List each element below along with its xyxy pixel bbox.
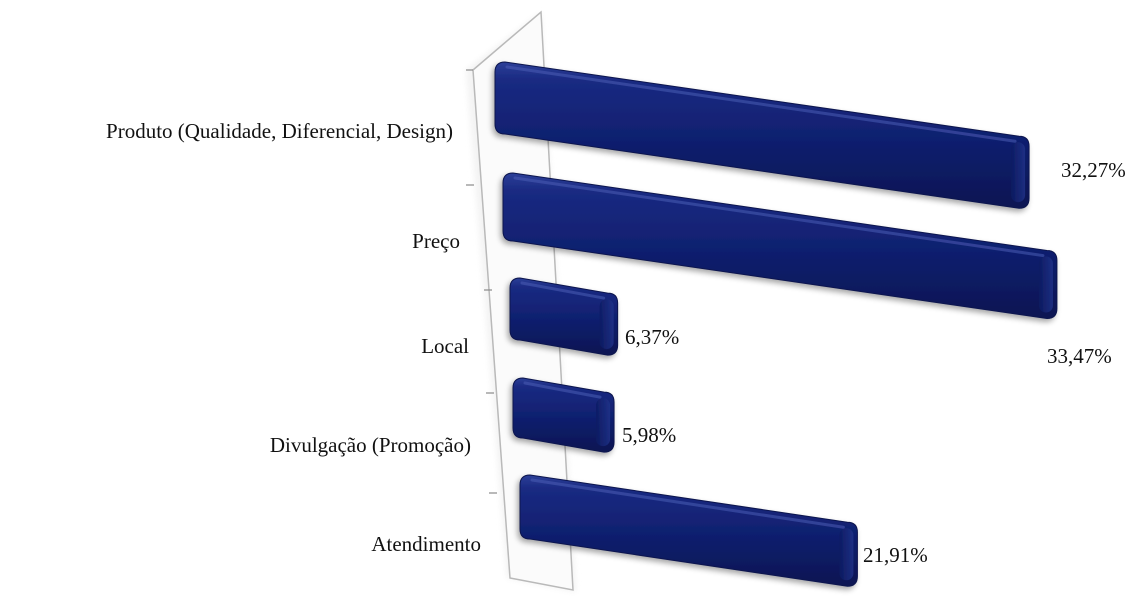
category-label: Preço <box>412 229 460 253</box>
bar-highlight <box>530 478 845 529</box>
category-label: Atendimento <box>371 532 481 556</box>
bar-end-cap <box>1038 256 1053 313</box>
value-labels: 32,27% 33,47% 6,37% 5,98% 21,91% <box>622 158 1126 567</box>
bar-body <box>494 61 1030 209</box>
bar-body <box>502 172 1058 320</box>
bar-series <box>494 61 1058 587</box>
category-label: Produto (Qualidade, Diferencial, Design) <box>106 119 453 143</box>
category-label: Local <box>421 334 469 358</box>
category-labels: Produto (Qualidade, Diferencial, Design)… <box>106 119 481 556</box>
bar-body <box>519 474 858 587</box>
bar <box>512 377 615 453</box>
bar-highlight <box>505 65 1017 143</box>
bar-end-cap <box>1011 142 1026 203</box>
value-label: 5,98% <box>622 423 676 447</box>
bar-end-cap <box>839 528 854 581</box>
bar <box>509 277 619 356</box>
bar <box>502 172 1058 320</box>
axis-ticks <box>466 69 497 494</box>
value-label: 21,91% <box>863 543 928 567</box>
bar-highlight <box>523 381 602 399</box>
bar <box>519 474 858 587</box>
bar-body <box>509 277 619 356</box>
value-label: 6,37% <box>625 325 679 349</box>
bar-end-cap <box>599 299 614 350</box>
bar-highlight <box>513 176 1045 258</box>
value-label: 32,27% <box>1061 158 1126 182</box>
bar <box>494 61 1030 209</box>
value-label: 33,47% <box>1047 344 1112 368</box>
category-label: Divulgação (Promoção) <box>270 433 471 457</box>
bar-end-cap <box>596 398 611 447</box>
bar-highlight <box>520 281 606 300</box>
